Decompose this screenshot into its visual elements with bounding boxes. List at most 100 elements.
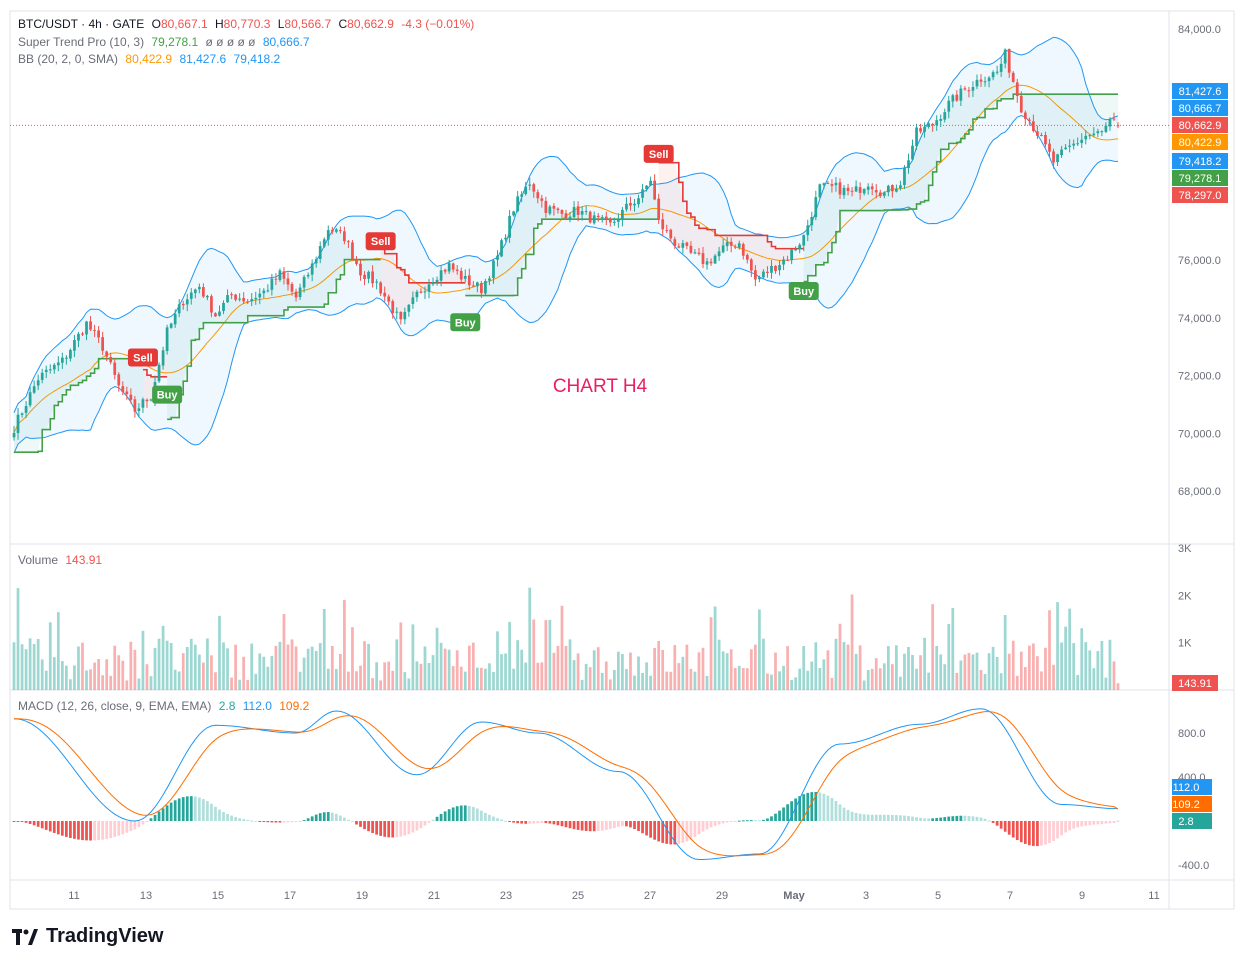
volume-bar[interactable]: [943, 664, 947, 690]
macd-histogram-bar[interactable]: [197, 797, 201, 821]
macd-histogram-bar[interactable]: [1068, 821, 1072, 831]
macd-histogram-bar[interactable]: [830, 798, 834, 821]
candle-body[interactable]: [488, 278, 491, 281]
macd-histogram-bar[interactable]: [754, 820, 757, 822]
macd-histogram-bar[interactable]: [347, 819, 350, 821]
candle-body[interactable]: [1068, 145, 1072, 147]
candle-body[interactable]: [347, 241, 350, 243]
volume-bar[interactable]: [258, 653, 262, 690]
macd-histogram-bar[interactable]: [979, 817, 983, 821]
candle-body[interactable]: [822, 183, 826, 185]
volume-bar[interactable]: [737, 665, 741, 690]
candle-body[interactable]: [866, 186, 870, 190]
volume-bar[interactable]: [451, 666, 455, 690]
macd-histogram-bar[interactable]: [270, 821, 274, 823]
candle-body[interactable]: [685, 242, 689, 246]
volume-bar[interactable]: [802, 646, 806, 690]
macd-histogram-bar[interactable]: [584, 821, 588, 831]
candle-body[interactable]: [987, 77, 991, 82]
macd-histogram-bar[interactable]: [375, 821, 378, 835]
candle-body[interactable]: [113, 362, 117, 375]
macd-histogram-bar[interactable]: [629, 821, 632, 828]
candle-body[interactable]: [101, 337, 105, 351]
macd-histogram-bar[interactable]: [1007, 821, 1011, 835]
volume-bar[interactable]: [1003, 615, 1007, 690]
volume-bar[interactable]: [298, 671, 302, 690]
volume-bar[interactable]: [850, 594, 854, 690]
volume-bar[interactable]: [326, 668, 330, 690]
candle-body[interactable]: [532, 184, 536, 192]
candle-body[interactable]: [556, 208, 560, 211]
macd-signal-line[interactable]: [13, 711, 1119, 857]
candle-body[interactable]: [818, 184, 822, 198]
macd-histogram-bar[interactable]: [572, 821, 576, 830]
macd-histogram-bar[interactable]: [306, 818, 310, 821]
volume-bar[interactable]: [463, 671, 467, 690]
candle-body[interactable]: [383, 292, 387, 297]
macd-histogram-bar[interactable]: [383, 821, 387, 837]
macd-histogram-bar[interactable]: [681, 821, 685, 843]
volume-bar[interactable]: [810, 661, 814, 690]
volume-bar[interactable]: [330, 645, 334, 690]
volume-bar[interactable]: [818, 668, 822, 690]
macd-histogram-bar[interactable]: [274, 821, 278, 823]
candle-body[interactable]: [999, 63, 1003, 72]
macd-histogram-bar[interactable]: [431, 819, 435, 821]
volume-bar[interactable]: [983, 674, 987, 690]
volume-bar[interactable]: [1080, 628, 1084, 690]
volume-bar[interactable]: [185, 646, 189, 690]
candle-body[interactable]: [536, 192, 540, 199]
volume-bar[interactable]: [842, 642, 846, 690]
volume-bar[interactable]: [516, 640, 520, 690]
volume-bar[interactable]: [250, 643, 254, 690]
macd-histogram-bar[interactable]: [608, 821, 612, 830]
candle-body[interactable]: [673, 239, 677, 246]
volume-bar[interactable]: [560, 605, 564, 690]
candle-body[interactable]: [874, 190, 878, 193]
macd-histogram-bar[interactable]: [451, 807, 455, 821]
candle-body[interactable]: [306, 274, 310, 277]
volume-bar[interactable]: [701, 647, 705, 690]
macd-histogram-bar[interactable]: [423, 821, 427, 826]
volume-bar[interactable]: [16, 588, 20, 690]
candle-body[interactable]: [681, 243, 685, 248]
macd-histogram-bar[interactable]: [439, 813, 443, 821]
candle-body[interactable]: [625, 203, 628, 210]
buy-signal[interactable]: Buy: [152, 385, 183, 404]
volume-bar[interactable]: [1076, 674, 1080, 690]
macd-histogram-bar[interactable]: [363, 821, 366, 830]
candle-body[interactable]: [528, 184, 532, 186]
volume-bar[interactable]: [471, 642, 475, 690]
volume-bar[interactable]: [749, 649, 753, 690]
volume-bar[interactable]: [608, 679, 612, 690]
candle-body[interactable]: [274, 278, 278, 280]
macd-histogram-bar[interactable]: [1015, 821, 1019, 841]
candle-body[interactable]: [407, 304, 411, 312]
volume-bar[interactable]: [173, 669, 177, 690]
volume-bar[interactable]: [725, 653, 729, 690]
candle-body[interactable]: [504, 237, 507, 240]
macd-histogram-bar[interactable]: [552, 821, 556, 825]
candle-body[interactable]: [89, 321, 92, 330]
candle-body[interactable]: [69, 349, 72, 359]
volume-bar[interactable]: [729, 649, 733, 690]
macd-histogram-bar[interactable]: [927, 818, 930, 821]
candle-body[interactable]: [786, 259, 789, 261]
candle-body[interactable]: [935, 120, 939, 126]
macd-line[interactable]: [13, 708, 1119, 861]
macd-histogram-bar[interactable]: [1080, 821, 1084, 827]
macd-histogram-bar[interactable]: [1060, 821, 1063, 836]
volume-bar[interactable]: [270, 655, 274, 690]
macd-histogram-bar[interactable]: [846, 810, 850, 821]
candle-body[interactable]: [878, 192, 882, 197]
macd-histogram-bar[interactable]: [899, 815, 902, 821]
volume-bar[interactable]: [314, 651, 318, 690]
candle-body[interactable]: [322, 239, 326, 247]
volume-bar[interactable]: [266, 666, 270, 690]
volume-bar[interactable]: [439, 642, 443, 690]
candle-body[interactable]: [798, 244, 802, 250]
candle-body[interactable]: [375, 281, 378, 283]
macd-histogram-bar[interactable]: [1044, 821, 1047, 845]
volume-bar[interactable]: [556, 645, 560, 690]
volume-bar[interactable]: [484, 668, 487, 690]
